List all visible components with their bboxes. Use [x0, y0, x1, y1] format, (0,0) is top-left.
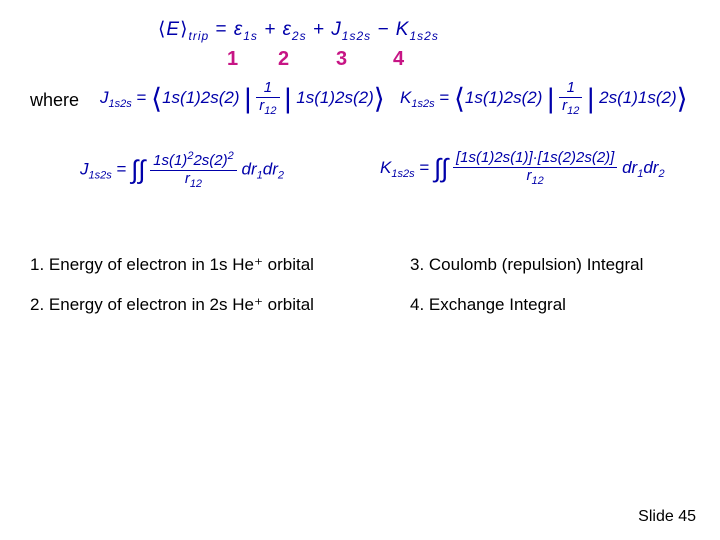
legend-item-3: 3. Coulomb (repulsion) Integral — [410, 255, 643, 275]
legend-item-2: 2. Energy of electron in 2s He⁺ orbital — [30, 295, 314, 315]
term-label-2: 2 — [278, 48, 289, 71]
legend-item-1: 1. Energy of electron in 1s He⁺ orbital — [30, 255, 314, 275]
epsilon-1s: ε — [234, 19, 243, 40]
k-integral-definition: K1s2s = ∫∫ [1s(1)2s(1)]·[1s(2)2s(2)] r12… — [380, 150, 665, 187]
term-label-3: 3 — [336, 48, 347, 71]
epsilon-2s: ε — [283, 19, 292, 40]
legend-item-4: 4. Exchange Integral — [410, 295, 566, 315]
main-energy-equation: ⟨E⟩trip = ε1s + ε2s + J1s2s − K1s2s — [158, 18, 439, 43]
trip-subscript: trip — [189, 29, 210, 43]
k-bracket-definition: K1s2s = ⟨1s(1)2s(2) | 1r12 | 2s(1)1s(2)⟩ — [400, 80, 688, 117]
k-term: K — [396, 19, 410, 40]
j-bracket-definition: J1s2s = ⟨1s(1)2s(2) | 1r12 | 1s(1)2s(2)⟩ — [100, 80, 385, 117]
where-label: where — [30, 90, 79, 111]
slide-number: Slide 45 — [638, 508, 696, 526]
term-label-4: 4 — [393, 48, 404, 71]
j-integral-definition: J1s2s = ∫∫ 1s(1)22s(2)2 r12 dr1dr2 — [80, 150, 284, 190]
term-label-1: 1 — [227, 48, 238, 71]
j-term: J — [331, 19, 342, 40]
